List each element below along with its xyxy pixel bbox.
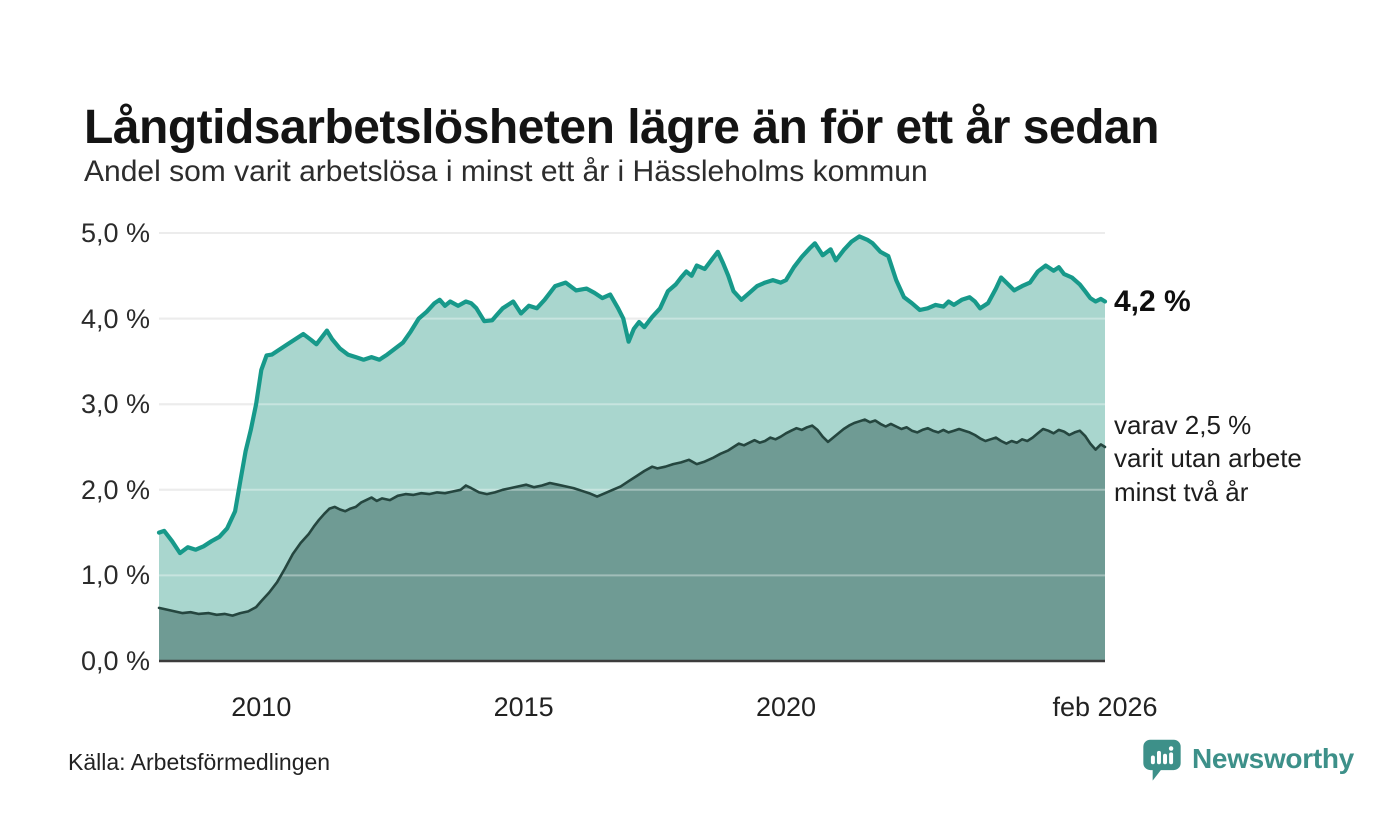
x-axis-label: feb 2026 bbox=[1052, 692, 1158, 722]
x-axis-label: 2010 bbox=[231, 692, 292, 722]
y-axis-label: 3,0 % bbox=[80, 389, 150, 420]
x-axis-label: 2020 bbox=[755, 692, 817, 722]
latest-value-annotation: 4,2 % bbox=[1114, 285, 1191, 318]
newsworthy-logo: Newsworthy bbox=[1141, 736, 1354, 782]
page-title: Långtidsarbetslösheten lägre än för ett … bbox=[84, 101, 1159, 155]
two-year-annotation: varav 2,5 % varit utan arbete minst två … bbox=[1114, 410, 1302, 507]
y-axis-label: 0,0 % bbox=[80, 646, 150, 676]
x-axis-label: 2015 bbox=[493, 692, 554, 722]
y-axis-label: 4,0 % bbox=[80, 303, 150, 334]
y-axis-label: 2,0 % bbox=[80, 474, 150, 505]
source-caption: Källa: Arbetsförmedlingen bbox=[68, 749, 331, 775]
newsworthy-bar-chart-icon bbox=[1143, 739, 1181, 781]
y-axis-label: 1,0 % bbox=[80, 560, 150, 591]
page-subtitle: Andel som varit arbetslösa i minst ett å… bbox=[84, 155, 928, 188]
y-axis-label: 5,0 % bbox=[80, 218, 150, 248]
newsworthy-wordmark: Newsworthy bbox=[1192, 743, 1354, 774]
